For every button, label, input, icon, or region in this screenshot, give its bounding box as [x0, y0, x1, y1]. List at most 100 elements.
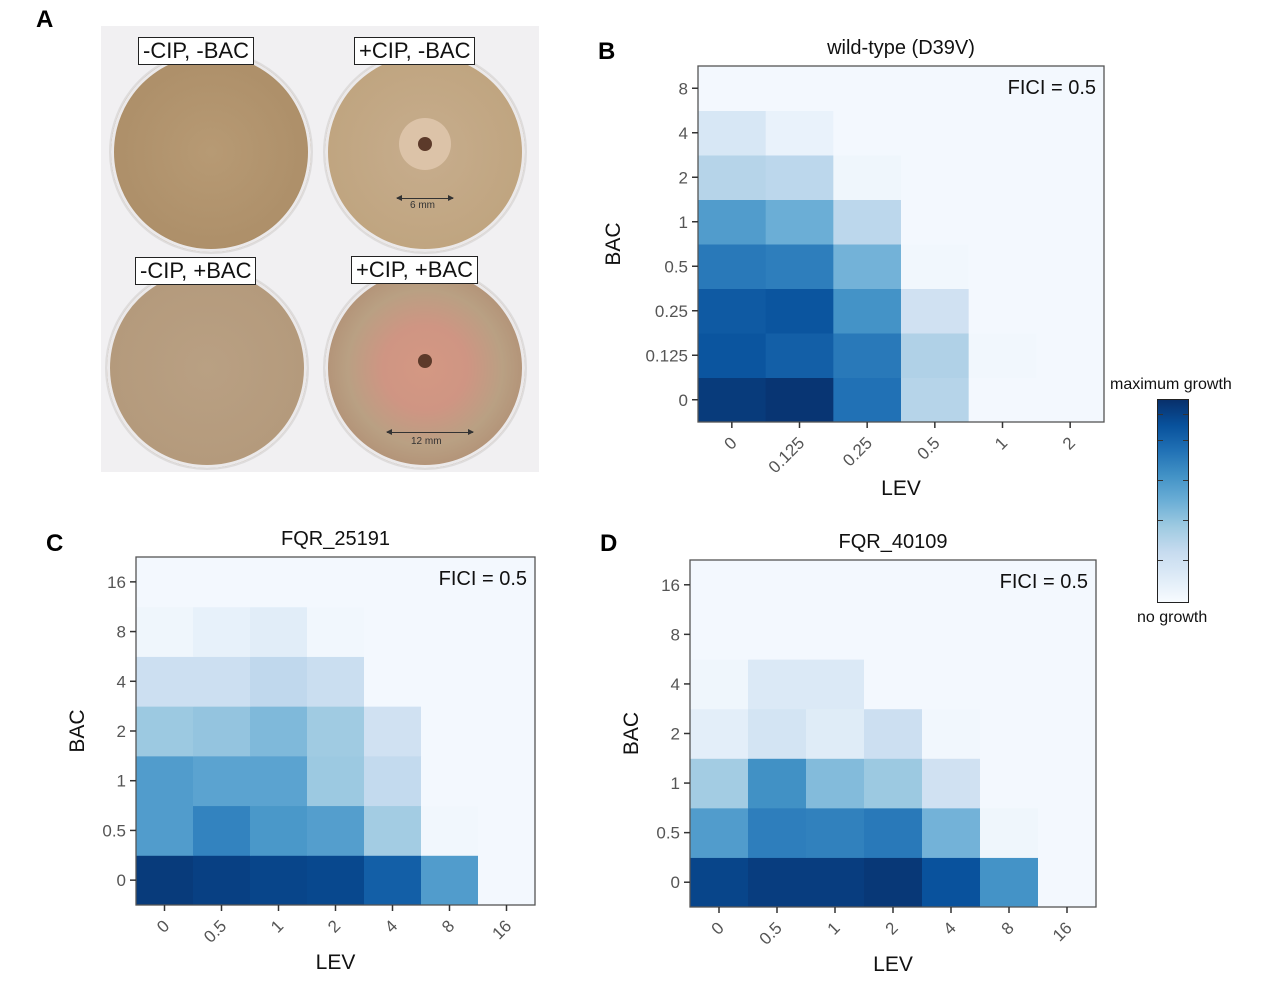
heatmap-cell	[1036, 155, 1105, 200]
heatmap-cell	[864, 857, 923, 908]
heatmap-cell	[922, 560, 981, 611]
heatmap-cell	[1038, 708, 1097, 759]
heatmap-cell	[250, 755, 308, 807]
heatmap-cell	[698, 199, 767, 245]
heatmap-cell	[806, 708, 865, 759]
color-legend: maximum growth no growth	[1100, 372, 1280, 632]
heatmap-cell	[980, 560, 1039, 611]
heatmap-cell	[922, 659, 981, 710]
heatmap-fqr-25191: FQR_25191 FICI = 0.5 0 0.5 1 2 4 8 16 0 0.5 1 2 4 8 16 L…	[66, 528, 536, 974]
x-tick-label: 0.125	[765, 433, 809, 477]
heatmap-cell	[690, 609, 749, 660]
heatmap-cell	[1036, 377, 1105, 423]
heatmap-cell	[193, 805, 251, 856]
colorbar-tick	[1158, 520, 1163, 521]
heatmap-cell	[690, 758, 749, 809]
heatmap-cell	[833, 155, 902, 200]
x-tick-label: 16	[489, 916, 516, 943]
heatmap-cell	[1036, 199, 1105, 245]
chart-title: wild-type (D39V)	[826, 37, 975, 59]
heatmap-cell	[901, 199, 970, 245]
plate-label: +CIP, +BAC	[351, 256, 478, 284]
heatmap-cell	[698, 244, 767, 289]
colorbar-tick	[1183, 480, 1188, 481]
heatmap-cell	[1036, 66, 1105, 111]
heatmap-cell	[901, 377, 970, 423]
heatmap-cell	[1036, 110, 1105, 156]
heatmap-cell	[968, 244, 1037, 289]
x-tick-label: 8	[438, 916, 458, 936]
x-tick-label: 1	[991, 433, 1011, 453]
measure-bar	[396, 195, 454, 201]
heatmap-cell	[968, 333, 1037, 378]
heatmap-cell	[980, 758, 1039, 809]
plate-label: +CIP, -BAC	[354, 37, 476, 65]
heatmap-cell	[968, 66, 1037, 111]
heatmap-cell	[250, 706, 308, 757]
heatmap-cell	[250, 606, 308, 657]
heatmap-cell	[250, 656, 308, 707]
heatmap-cell	[307, 805, 365, 856]
plate-label: -CIP, +BAC	[135, 257, 257, 285]
y-tick-label: 0	[679, 391, 688, 410]
heatmap-cell	[1038, 609, 1097, 660]
heatmap-cell	[806, 807, 865, 858]
heatmap-cell	[421, 805, 479, 856]
panel-label-d: D	[600, 530, 618, 557]
heatmap-cell	[968, 377, 1037, 423]
plot-frame	[697, 65, 1105, 423]
heatmap-cell	[136, 855, 194, 906]
plate-label: -CIP, -BAC	[138, 37, 254, 65]
heatmap-cell	[968, 199, 1037, 245]
heatmap-cell	[250, 855, 308, 906]
heatmap-cell	[136, 656, 194, 707]
y-tick-label: 1	[671, 774, 680, 793]
heatmap-cell	[698, 155, 767, 200]
heatmap-cell	[478, 706, 536, 757]
heatmap-cell	[748, 609, 807, 660]
y-tick-label: 4	[671, 675, 680, 694]
heatmap-cell	[690, 560, 749, 611]
heatmap-cell	[765, 288, 834, 334]
heatmap-cell	[307, 755, 365, 807]
plate-cip-no-bac: 6 mm	[323, 50, 527, 254]
fici-annotation: FICI = 0.5	[1000, 571, 1088, 593]
y-tick-label: 8	[671, 625, 680, 644]
colorbar-tick	[1158, 440, 1163, 441]
heatmap-cell	[307, 656, 365, 707]
legend-colorbar	[1157, 399, 1189, 603]
x-axis-label: LEV	[881, 477, 921, 500]
heatmap-cell	[901, 288, 970, 334]
y-tick-label: 16	[661, 576, 680, 595]
x-tick-label: 0	[708, 918, 728, 938]
heatmap-cell	[136, 557, 194, 608]
plate-no-cip-no-bac	[109, 50, 313, 254]
y-tick-label: 4	[679, 124, 688, 143]
x-tick-label: 0.5	[756, 918, 786, 948]
heatmap-cell	[698, 66, 767, 111]
heatmap-cell	[1038, 807, 1097, 858]
heatmap-cell	[1036, 244, 1105, 289]
y-tick-label: 0	[671, 873, 680, 892]
y-tick-label: 2	[679, 168, 688, 187]
y-tick-label: 4	[117, 672, 126, 691]
heatmap-cell	[364, 706, 422, 757]
heatmap-cell	[136, 606, 194, 657]
heatmap-cell	[901, 244, 970, 289]
heatmap-cell	[421, 855, 479, 906]
heatmap-cell	[193, 606, 251, 657]
heatmap-cell	[765, 199, 834, 245]
heatmap-cell	[765, 244, 834, 289]
heatmap-cell	[968, 288, 1037, 334]
antibiotic-disk	[418, 137, 432, 151]
heatmap-cell	[698, 110, 767, 156]
heatmap-cell	[364, 855, 422, 906]
heatmap-cell	[748, 857, 807, 908]
x-tick-label: 1	[267, 916, 287, 936]
measurement-label: 6 mm	[410, 200, 435, 211]
heatmap-fqr-40109: FQR_40109 FICI = 0.5 0 0.5 1 2 4 8 16 0 0.5 1 2 4 8 16 L…	[620, 531, 1097, 976]
y-tick-label: 1	[117, 772, 126, 791]
heatmap-cell	[478, 606, 536, 657]
heatmap-cell	[901, 66, 970, 111]
heatmap-cell	[833, 288, 902, 334]
